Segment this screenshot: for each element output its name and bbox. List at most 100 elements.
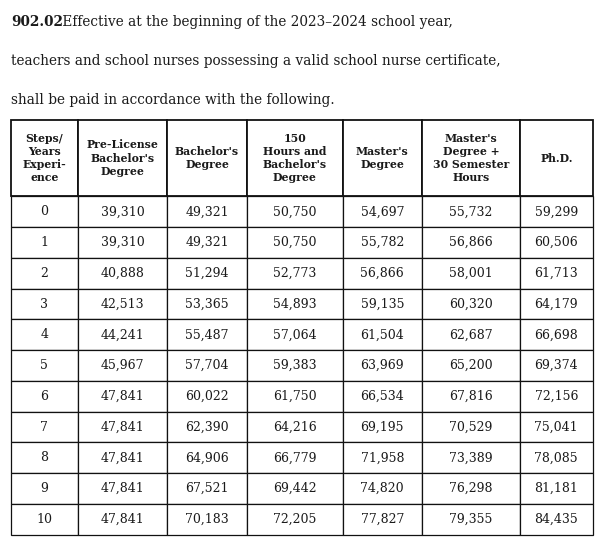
Bar (11, 227, 77, 258)
Bar (247, 504, 343, 535)
Text: Master's
Degree +
30 Semester
Hours: Master's Degree + 30 Semester Hours (433, 133, 509, 183)
Bar (77, 120, 167, 196)
Bar (520, 196, 593, 227)
Text: Pre-License
Bachelor's
Degree: Pre-License Bachelor's Degree (86, 139, 158, 177)
Text: 42,513: 42,513 (101, 298, 145, 310)
Bar (247, 320, 343, 350)
Text: 52,773: 52,773 (273, 267, 316, 280)
Bar (11, 504, 77, 535)
Bar (11, 258, 77, 289)
Text: 55,782: 55,782 (361, 236, 404, 249)
Bar (343, 381, 422, 412)
Text: shall be paid in accordance with the following.: shall be paid in accordance with the fol… (11, 93, 334, 107)
Text: 69,374: 69,374 (535, 359, 578, 372)
Bar (77, 443, 167, 473)
Bar (520, 473, 593, 504)
Text: 47,841: 47,841 (101, 513, 145, 526)
Text: 49,321: 49,321 (185, 236, 229, 249)
Bar (167, 320, 247, 350)
Text: 67,521: 67,521 (185, 482, 229, 495)
Text: 2: 2 (40, 267, 48, 280)
Bar (247, 258, 343, 289)
Bar (167, 504, 247, 535)
Text: 61,504: 61,504 (361, 328, 404, 341)
Text: 59,383: 59,383 (273, 359, 316, 372)
Text: 47,841: 47,841 (101, 390, 145, 403)
Text: 57,064: 57,064 (273, 328, 316, 341)
Bar (167, 443, 247, 473)
Bar (77, 258, 167, 289)
Text: 81,181: 81,181 (535, 482, 578, 495)
Bar (11, 381, 77, 412)
Text: 72,156: 72,156 (535, 390, 578, 403)
Bar (247, 196, 343, 227)
Text: 64,216: 64,216 (273, 420, 317, 433)
Bar (520, 504, 593, 535)
Bar (167, 473, 247, 504)
Bar (11, 350, 77, 381)
Text: 7: 7 (40, 420, 48, 433)
Text: 44,241: 44,241 (101, 328, 145, 341)
Text: Steps/
Years
Experi-
ence: Steps/ Years Experi- ence (22, 133, 66, 183)
Bar (422, 504, 520, 535)
Bar (520, 227, 593, 258)
Bar (247, 227, 343, 258)
Text: 61,750: 61,750 (273, 390, 316, 403)
Bar (422, 196, 520, 227)
Bar (247, 473, 343, 504)
Bar (520, 350, 593, 381)
Text: 55,732: 55,732 (449, 205, 493, 218)
Bar (167, 258, 247, 289)
Text: 66,698: 66,698 (535, 328, 578, 341)
Bar (343, 350, 422, 381)
Bar (422, 227, 520, 258)
Bar (520, 381, 593, 412)
Bar (520, 120, 593, 196)
Text: 78,085: 78,085 (535, 451, 578, 464)
Bar (422, 289, 520, 320)
Bar (77, 504, 167, 535)
Text: 150
Hours and
Bachelor's
Degree: 150 Hours and Bachelor's Degree (263, 133, 327, 183)
Bar (11, 289, 77, 320)
Bar (520, 443, 593, 473)
Text: 40,888: 40,888 (101, 267, 145, 280)
Bar (167, 350, 247, 381)
Text: 55,487: 55,487 (185, 328, 229, 341)
Bar (422, 258, 520, 289)
Bar (167, 120, 247, 196)
Bar (422, 412, 520, 443)
Text: 45,967: 45,967 (101, 359, 145, 372)
Text: 72,205: 72,205 (273, 513, 316, 526)
Bar (343, 289, 422, 320)
Text: 902.02: 902.02 (11, 15, 63, 29)
Bar (422, 443, 520, 473)
Text: 3: 3 (40, 298, 48, 310)
Bar (247, 381, 343, 412)
Text: 8: 8 (40, 451, 48, 464)
Bar (343, 473, 422, 504)
Text: 84,435: 84,435 (535, 513, 578, 526)
Text: 58,001: 58,001 (449, 267, 493, 280)
Bar (167, 412, 247, 443)
Text: 51,294: 51,294 (185, 267, 229, 280)
Bar (167, 381, 247, 412)
Text: 65,200: 65,200 (449, 359, 493, 372)
Text: 59,135: 59,135 (361, 298, 404, 310)
Text: 66,534: 66,534 (361, 390, 404, 403)
Bar (167, 227, 247, 258)
Text: 1: 1 (40, 236, 48, 249)
Bar (343, 227, 422, 258)
Bar (167, 196, 247, 227)
Bar (343, 320, 422, 350)
Bar (422, 381, 520, 412)
Bar (520, 412, 593, 443)
Text: 62,687: 62,687 (449, 328, 493, 341)
Bar (343, 258, 422, 289)
Text: 69,442: 69,442 (273, 482, 316, 495)
Text: 71,958: 71,958 (361, 451, 404, 464)
Bar (343, 120, 422, 196)
Text: 9: 9 (40, 482, 48, 495)
Bar (422, 320, 520, 350)
Text: 56,866: 56,866 (449, 236, 493, 249)
Text: 76,298: 76,298 (449, 482, 493, 495)
